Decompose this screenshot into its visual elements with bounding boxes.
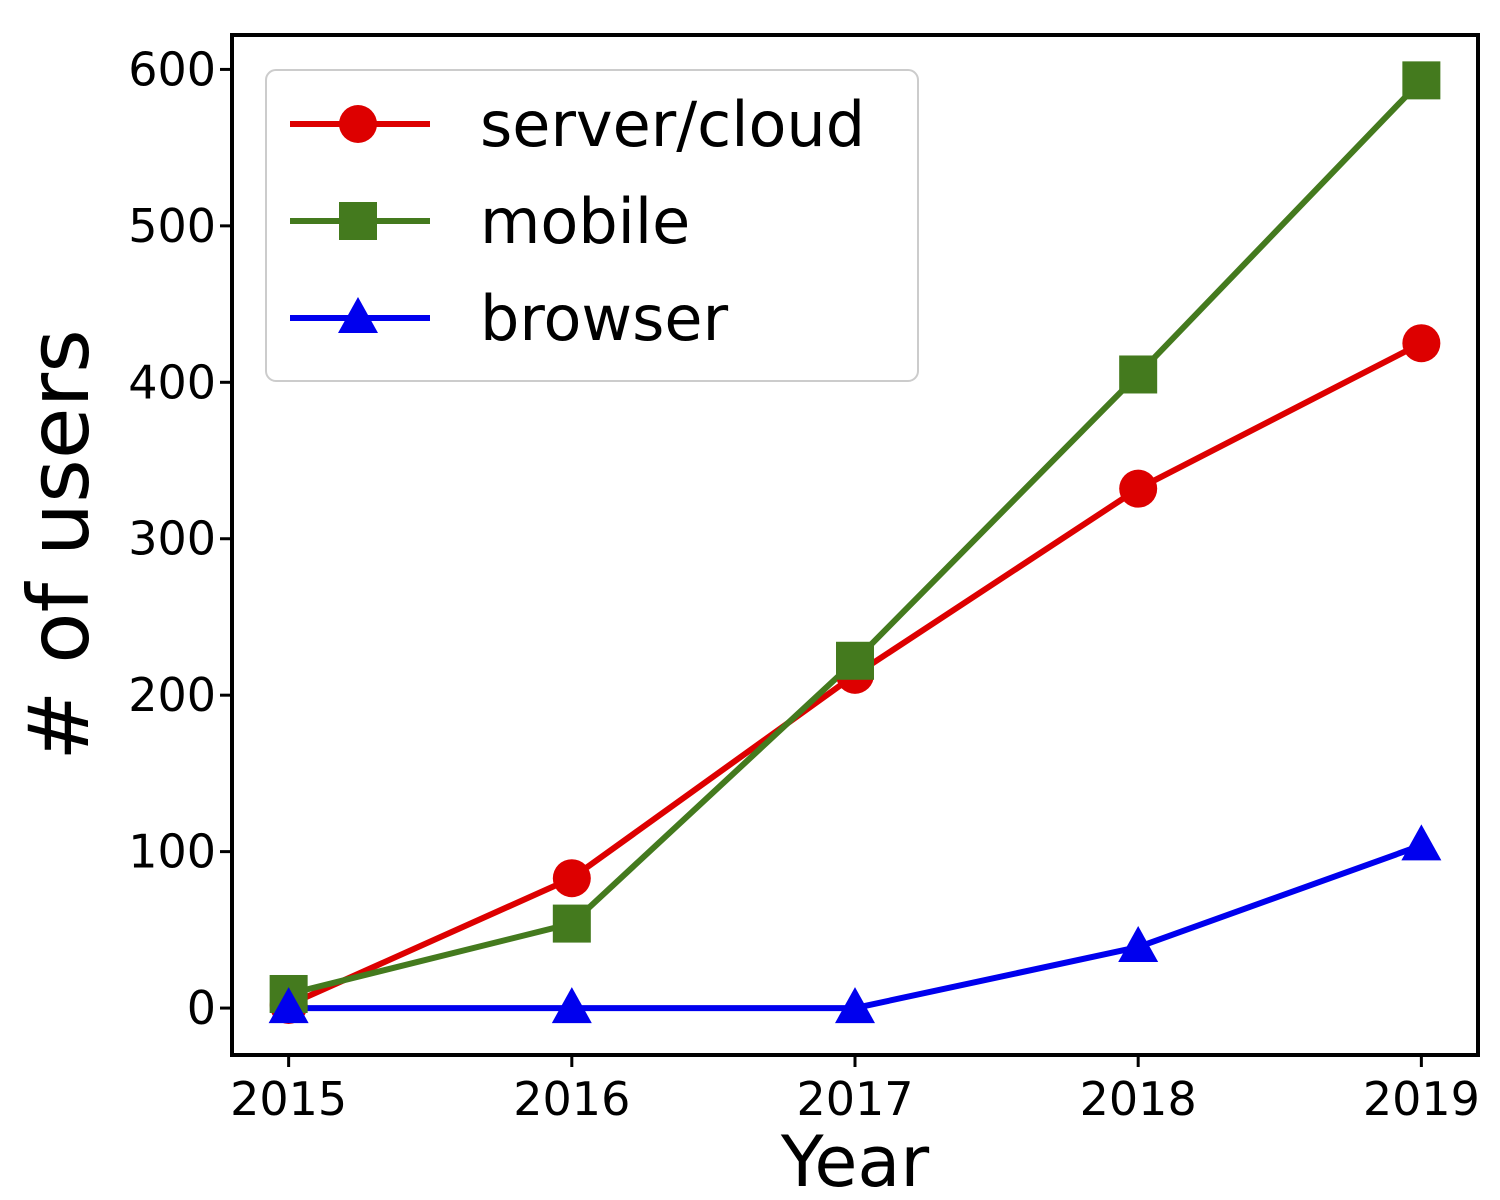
data-point-mobile <box>836 641 874 680</box>
y-tick-label: 200 <box>128 668 216 722</box>
data-point-mobile <box>1119 355 1158 394</box>
data-point-browser <box>268 987 309 1024</box>
legend: server/cloud mobile browser <box>265 69 919 382</box>
y-axis-title: # of users <box>10 329 108 761</box>
y-tick-label: 0 <box>187 981 216 1035</box>
legend-label-browser: browser <box>480 282 729 355</box>
y-tick-label: 100 <box>128 825 216 879</box>
data-point-browser <box>835 987 875 1024</box>
data-point-server-cloud <box>1119 469 1158 508</box>
data-point-server-cloud <box>1402 324 1441 363</box>
legend-marker-mobile <box>339 202 377 240</box>
legend-frame <box>265 69 919 382</box>
x-tick-label: 2015 <box>230 1072 347 1126</box>
y-axis: 0 100 200 300 400 500 600 <box>128 42 232 1035</box>
x-axis: 2015 2016 2017 2018 2019 <box>230 1055 1480 1126</box>
data-point-browser <box>551 987 592 1024</box>
data-point-mobile <box>1402 61 1441 100</box>
y-tick-label: 600 <box>128 42 216 96</box>
legend-entry-mobile: mobile <box>290 185 690 258</box>
x-tick-label: 2017 <box>796 1072 913 1126</box>
series-markers <box>268 61 1442 1024</box>
legend-label-server-cloud: server/cloud <box>480 88 865 161</box>
y-tick-label: 400 <box>128 355 216 409</box>
x-tick-label: 2019 <box>1363 1072 1480 1126</box>
y-tick-label: 500 <box>128 199 216 253</box>
data-point-server-cloud <box>552 859 591 898</box>
x-axis-title: Year <box>780 1121 929 1200</box>
data-point-browser <box>1118 926 1159 963</box>
legend-entry-server-cloud: server/cloud <box>290 88 865 161</box>
legend-marker-server-cloud <box>339 105 377 143</box>
x-tick-label: 2016 <box>513 1072 630 1126</box>
y-tick-label: 300 <box>128 512 216 566</box>
data-point-mobile <box>552 904 591 943</box>
legend-label-mobile: mobile <box>480 185 690 258</box>
legend-entry-browser: browser <box>290 282 729 355</box>
legend-marker-browser <box>338 297 378 333</box>
data-point-browser <box>1401 824 1442 861</box>
x-tick-label: 2018 <box>1080 1072 1197 1126</box>
